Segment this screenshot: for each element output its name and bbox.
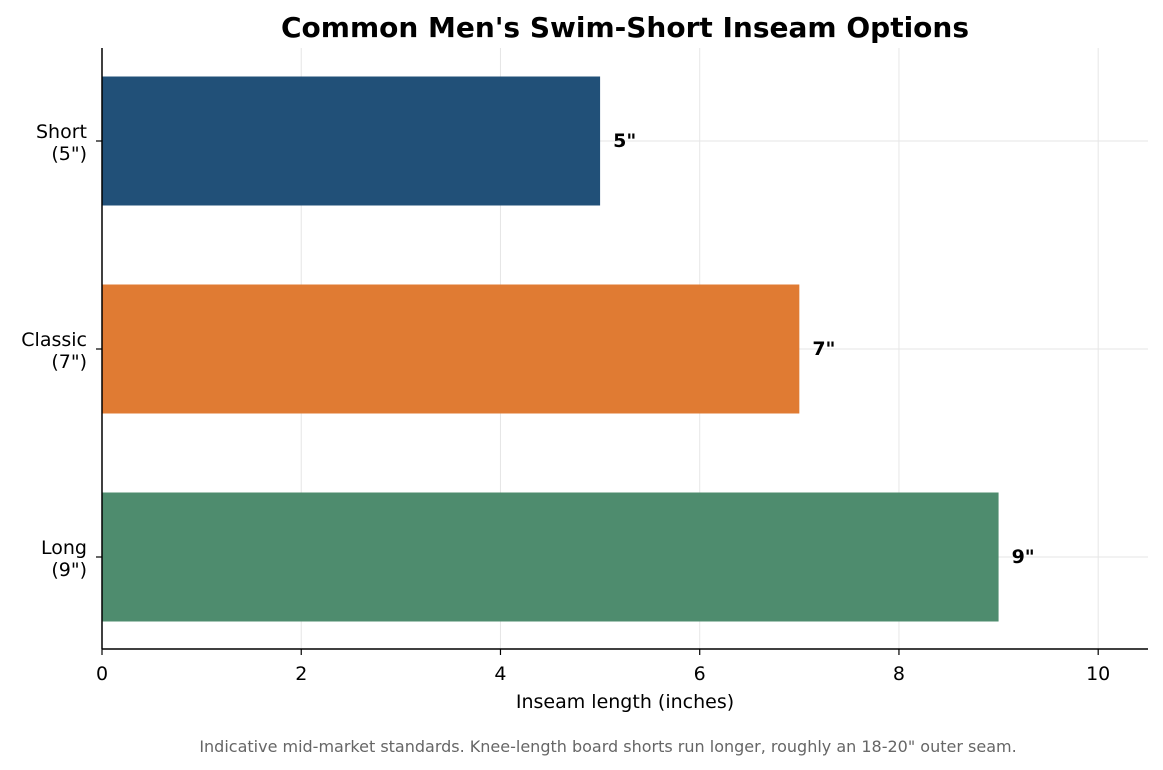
chart-title: Common Men's Swim-Short Inseam Options [281,11,969,44]
data-label-0: 5" [613,130,636,152]
x-tick-label-2: 4 [494,663,506,685]
y-tick-label-0: Short (5") [36,121,87,165]
x-tick-label-3: 6 [694,663,706,685]
bar-2 [102,492,999,622]
x-tick-label-0: 0 [96,663,108,685]
y-tick-label-2: Long (9") [41,537,87,581]
bar-0 [102,76,601,206]
axes [96,48,1148,655]
x-axis-label: Inseam length (inches) [516,691,734,713]
data-label-1: 7" [812,338,835,360]
bar-1 [102,284,800,414]
bars [102,76,999,622]
data-label-2: 9" [1012,546,1035,568]
x-tick-label-1: 2 [295,663,307,685]
x-tick-label-5: 10 [1086,663,1110,685]
labels: 5" 7" 9" 0 2 4 6 8 10 Short (5") Classic (7") Long (9"… [21,121,1110,685]
x-tick-label-4: 8 [893,663,905,685]
footnote: Indicative mid-market standards. Knee-le… [199,737,1016,756]
y-tick-label-1: Classic (7") [21,329,87,373]
